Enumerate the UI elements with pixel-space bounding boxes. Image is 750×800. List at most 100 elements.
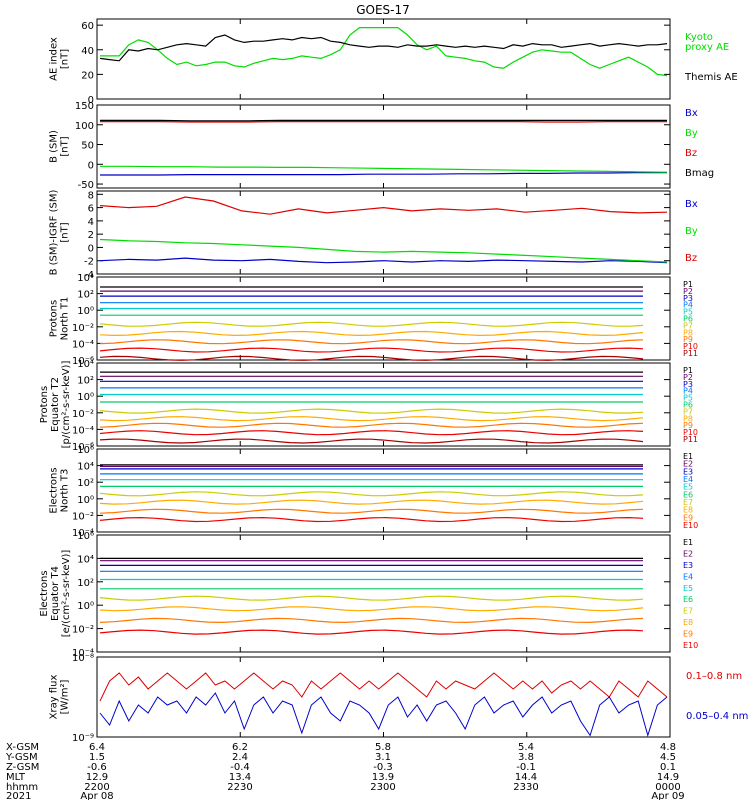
- y-tick-label: 0: [88, 160, 94, 171]
- channel-line-11: [99, 355, 644, 361]
- y-tick-label: 100: [75, 121, 94, 132]
- footer-cell: 5.8: [375, 742, 391, 753]
- legend-item: P10: [683, 342, 698, 351]
- footer-cell: 2230: [227, 782, 252, 793]
- channel-line-7: [99, 595, 644, 601]
- y-axis-label: [nT]: [60, 222, 71, 242]
- footer-cell: 3.1: [375, 752, 391, 763]
- y-tick-label: 6: [88, 204, 94, 215]
- channel-line-7: [99, 491, 644, 497]
- y-axis-label: North T3: [60, 469, 71, 513]
- y-axis-label: Xray flux: [49, 675, 60, 720]
- legend-item: P3: [683, 294, 693, 303]
- channel-line-7: [99, 321, 644, 327]
- legend-item: E8: [683, 618, 693, 627]
- panel-frame: [96, 534, 671, 653]
- legend-item: Bz: [685, 253, 697, 264]
- legend-item: P11: [683, 435, 698, 444]
- legend-item: E2: [683, 549, 693, 558]
- y-tick-label: 0: [88, 243, 94, 254]
- panel-xray: 10⁻⁹ 10⁻⁸ Xray flux [W/m²] 0.1–0.8 nm 0.05–0.…: [49, 653, 749, 744]
- y-tick-label: 10⁻²: [72, 323, 94, 334]
- footer-cell: 4.8: [660, 742, 676, 753]
- panel-elecE: 10⁻⁴ 10⁻² 10⁰ 10² 10⁴ 10⁶ Electrons Equator T4[…: [39, 531, 698, 659]
- y-axis-label: [nT]: [60, 136, 71, 156]
- footer-cell: -0.3: [373, 762, 393, 773]
- legend-item: E1: [683, 538, 693, 547]
- y-tick-label: 20: [81, 70, 94, 81]
- footer-row-label: Y-GSM: [5, 752, 38, 763]
- channel-line-10: [99, 516, 644, 523]
- y-tick-label: 10⁴: [77, 462, 94, 473]
- y-axis-label: North T1: [60, 297, 71, 341]
- legend-item: P4: [683, 387, 693, 396]
- channel-line-9: [99, 617, 644, 624]
- footer-cell: 2330: [513, 782, 538, 793]
- channel-line-10: [99, 347, 644, 353]
- legend-item: P1: [683, 366, 693, 375]
- legend-item: Bx: [685, 199, 698, 210]
- footer-cell: Apr 09: [651, 791, 684, 800]
- legend-item: E8: [683, 506, 693, 515]
- y-tick-label: 10⁻⁶: [72, 356, 94, 367]
- footer-cell: Apr 08: [80, 791, 113, 800]
- footer-row-label: X-GSM: [6, 742, 39, 753]
- y-tick-label: 8: [88, 190, 94, 201]
- y-tick-label: 10⁰: [77, 306, 94, 317]
- footer-row-label: hhmm: [6, 782, 38, 793]
- footer-cell: 0000: [655, 782, 680, 793]
- legend-item: P7: [683, 407, 693, 416]
- footer-cell: 1.5: [89, 752, 105, 763]
- footer-cell: -0.6: [87, 762, 107, 773]
- y-tick-label: 10⁻²: [72, 511, 94, 522]
- y-tick-label: 10⁴: [77, 273, 94, 284]
- footer-cell: 14.4: [515, 772, 537, 783]
- y-tick-label: 40: [81, 46, 94, 57]
- footer-cell: 6.4: [89, 742, 105, 753]
- y-tick-label: -2: [84, 257, 94, 268]
- legend-item: P7: [683, 321, 693, 330]
- y-tick-label: 10²: [77, 578, 94, 589]
- panel-bigrf: -4 -2 0 2 4 6 8 B (SM)-IGRF (SM) [nT] Bx By Bz: [49, 190, 698, 281]
- series-themis-ae: [99, 34, 668, 62]
- legend-item: E10: [683, 521, 698, 530]
- channel-line-9: [99, 422, 644, 428]
- y-axis-label: Equator T4: [50, 566, 61, 621]
- y-tick-label: -4: [84, 270, 94, 281]
- series-0-1-0-8-nm: [99, 672, 668, 702]
- legend-item: E4: [683, 572, 693, 581]
- legend-item: E1: [683, 452, 693, 461]
- y-axis-label: AE index: [49, 37, 60, 81]
- legend-item: P2: [683, 287, 693, 296]
- legend-item: P9: [683, 335, 693, 344]
- y-axis-label: B (SM)-IGRF (SM): [49, 190, 60, 276]
- channel-line-11: [99, 438, 644, 444]
- y-axis-label: Equator T2: [50, 377, 61, 432]
- y-tick-label: 10⁻⁸: [72, 653, 94, 664]
- y-tick-label: 10⁰: [77, 495, 94, 506]
- y-tick-label: 10⁻⁴: [72, 425, 94, 436]
- panel-protN: 10⁻⁶ 10⁻⁴ 10⁻² 10⁰ 10² 10⁴ Protons North T1 P1P2…: [49, 273, 699, 367]
- panel-frame: [96, 18, 671, 100]
- y-tick-label: 10²: [77, 290, 94, 301]
- y-axis-label: Protons: [39, 386, 50, 423]
- legend-item: P2: [683, 373, 693, 382]
- footer-row-label: MLT: [6, 772, 26, 783]
- footer-cell: 12.9: [86, 772, 108, 783]
- y-tick-label: 2: [88, 230, 94, 241]
- y-axis-label: [p/(cm²-s-sr-keV)]: [61, 361, 72, 449]
- legend-item: By: [685, 226, 698, 237]
- legend-item: E7: [683, 498, 693, 507]
- series-bz: [99, 196, 668, 215]
- panel-protE: 10⁻⁶ 10⁻⁴ 10⁻² 10⁰ 10² 10⁴ Protons Equator T2 [p…: [39, 359, 698, 453]
- legend-item: E3: [683, 561, 693, 570]
- legend-item: E5: [683, 584, 693, 593]
- y-axis-label: Electrons: [39, 570, 50, 616]
- y-tick-label: 10⁻²: [72, 625, 94, 636]
- legend-item: E3: [683, 467, 693, 476]
- y-tick-label: 10⁰: [77, 601, 94, 612]
- legend-item: Bx: [685, 108, 698, 119]
